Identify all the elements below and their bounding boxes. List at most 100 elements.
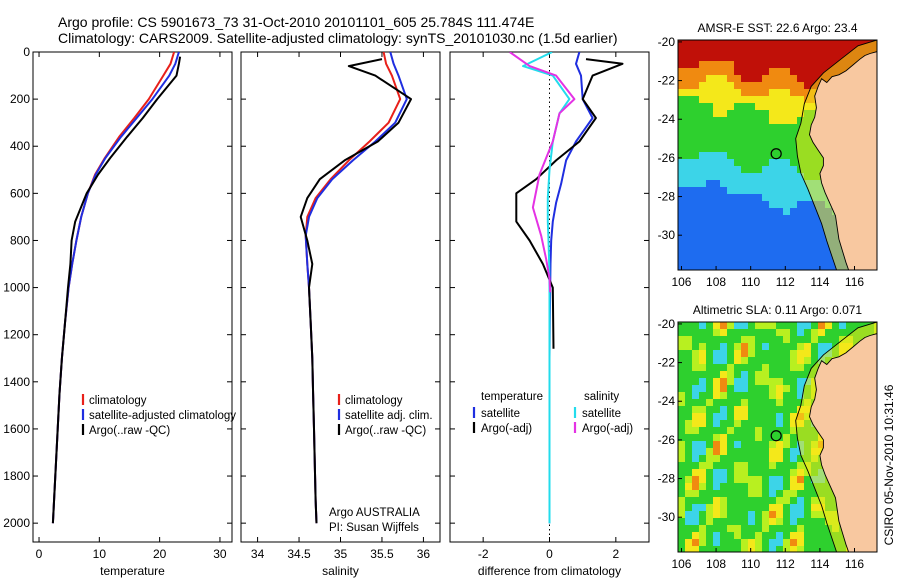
map-cell (727, 490, 735, 498)
map-cell (741, 483, 749, 491)
map-cell (762, 243, 770, 251)
map-cell (776, 413, 784, 421)
map-cell (699, 89, 707, 97)
map-cell (755, 194, 763, 202)
map-cell (699, 385, 707, 393)
map-cell (741, 462, 749, 470)
map-cell (692, 40, 700, 48)
map-cell (748, 215, 756, 223)
map-cell (713, 413, 721, 421)
map-cell (790, 208, 798, 216)
map-cell (678, 257, 686, 265)
map-cell (720, 392, 728, 400)
map-cell (818, 343, 826, 351)
map-cell (685, 61, 693, 69)
map-cell (755, 511, 763, 519)
annotation-line: Argo AUSTRALIA (329, 507, 420, 519)
map-cell (685, 47, 693, 55)
y-tick-label: -24 (658, 394, 676, 408)
y-tick-label: 200 (10, 92, 30, 106)
map-cell (699, 166, 707, 174)
map-cell (685, 145, 693, 153)
map-cell (811, 264, 819, 270)
map-cell (706, 385, 714, 393)
map-cell (734, 236, 742, 244)
map-cell (748, 413, 756, 421)
map-cell (678, 497, 686, 505)
map-cell (727, 469, 735, 477)
map-cell (734, 497, 742, 505)
float-position-marker (770, 430, 782, 442)
map-cell (748, 68, 756, 76)
map-cell (706, 145, 714, 153)
map-cell (706, 159, 714, 167)
map-cell (720, 385, 728, 393)
map-cell (755, 441, 763, 449)
map-cell (769, 264, 777, 270)
map-cell (790, 173, 798, 181)
map-cell (755, 525, 763, 533)
map-cell (783, 525, 791, 533)
map-cell (692, 222, 700, 230)
map-cell (699, 222, 707, 230)
map-cell (790, 532, 798, 540)
map-cell (713, 103, 721, 111)
map-cell (699, 75, 707, 83)
map-cell (720, 201, 728, 209)
series-group (509, 52, 624, 524)
map-cell (762, 539, 770, 547)
map-cell (783, 392, 791, 400)
map-cell (769, 61, 777, 69)
map-cell (692, 525, 700, 533)
map-cell (755, 180, 763, 188)
map-cell (706, 329, 714, 337)
map-panels: AMSR-E SST: 22.6 Argo: 23.4 106 108 110 112 1… (658, 21, 878, 571)
map-cell (762, 229, 770, 237)
map-cell (741, 75, 749, 83)
map-cell (727, 138, 735, 146)
map-cell (811, 322, 819, 330)
map-cell (713, 336, 721, 344)
map-cell (734, 54, 742, 62)
map-cell (762, 336, 770, 344)
map-cell (727, 61, 735, 69)
legend-entry: Argo(..raw -QC) (89, 425, 170, 437)
map-cell (755, 131, 763, 139)
map-cell (839, 329, 847, 337)
map-cell (825, 343, 833, 351)
map-cell (727, 96, 735, 104)
map-cell (685, 357, 693, 365)
map-cell (762, 103, 770, 111)
map-cell (748, 138, 756, 146)
map-cell (762, 511, 770, 519)
map-cell (804, 54, 812, 62)
map-cell (769, 243, 777, 251)
map-cell (811, 40, 819, 48)
map-cell (762, 350, 770, 358)
map-cell (790, 546, 798, 552)
map-cell (699, 413, 707, 421)
map-cell (797, 532, 805, 540)
map-cell (762, 187, 770, 195)
map-cell (727, 378, 735, 386)
map-cell (678, 229, 686, 237)
map-cell (797, 350, 805, 358)
map-cell (692, 462, 700, 470)
y-tick-label: 1800 (3, 469, 30, 483)
map-cell (734, 145, 742, 153)
map-cell (678, 434, 686, 442)
map-cell (699, 357, 707, 365)
map-cell (769, 462, 777, 470)
map-cell (741, 243, 749, 251)
series-line-argo (299, 58, 412, 524)
map-cell (692, 257, 700, 265)
map-cell (741, 322, 749, 330)
map-cell (706, 448, 714, 456)
map-cell (741, 476, 749, 484)
map-cell (748, 264, 756, 270)
map-cell (804, 525, 812, 533)
map-cell (734, 173, 742, 181)
map-cell (839, 322, 847, 330)
map-cell (776, 236, 784, 244)
map-cell (818, 68, 826, 76)
